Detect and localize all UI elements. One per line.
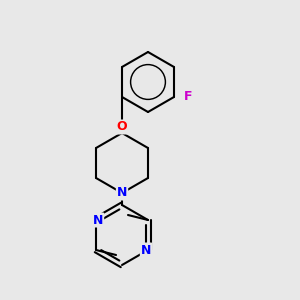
- Text: N: N: [93, 214, 103, 226]
- Text: F: F: [184, 91, 193, 103]
- Text: O: O: [117, 121, 127, 134]
- Text: N: N: [117, 187, 127, 200]
- Text: N: N: [141, 244, 151, 256]
